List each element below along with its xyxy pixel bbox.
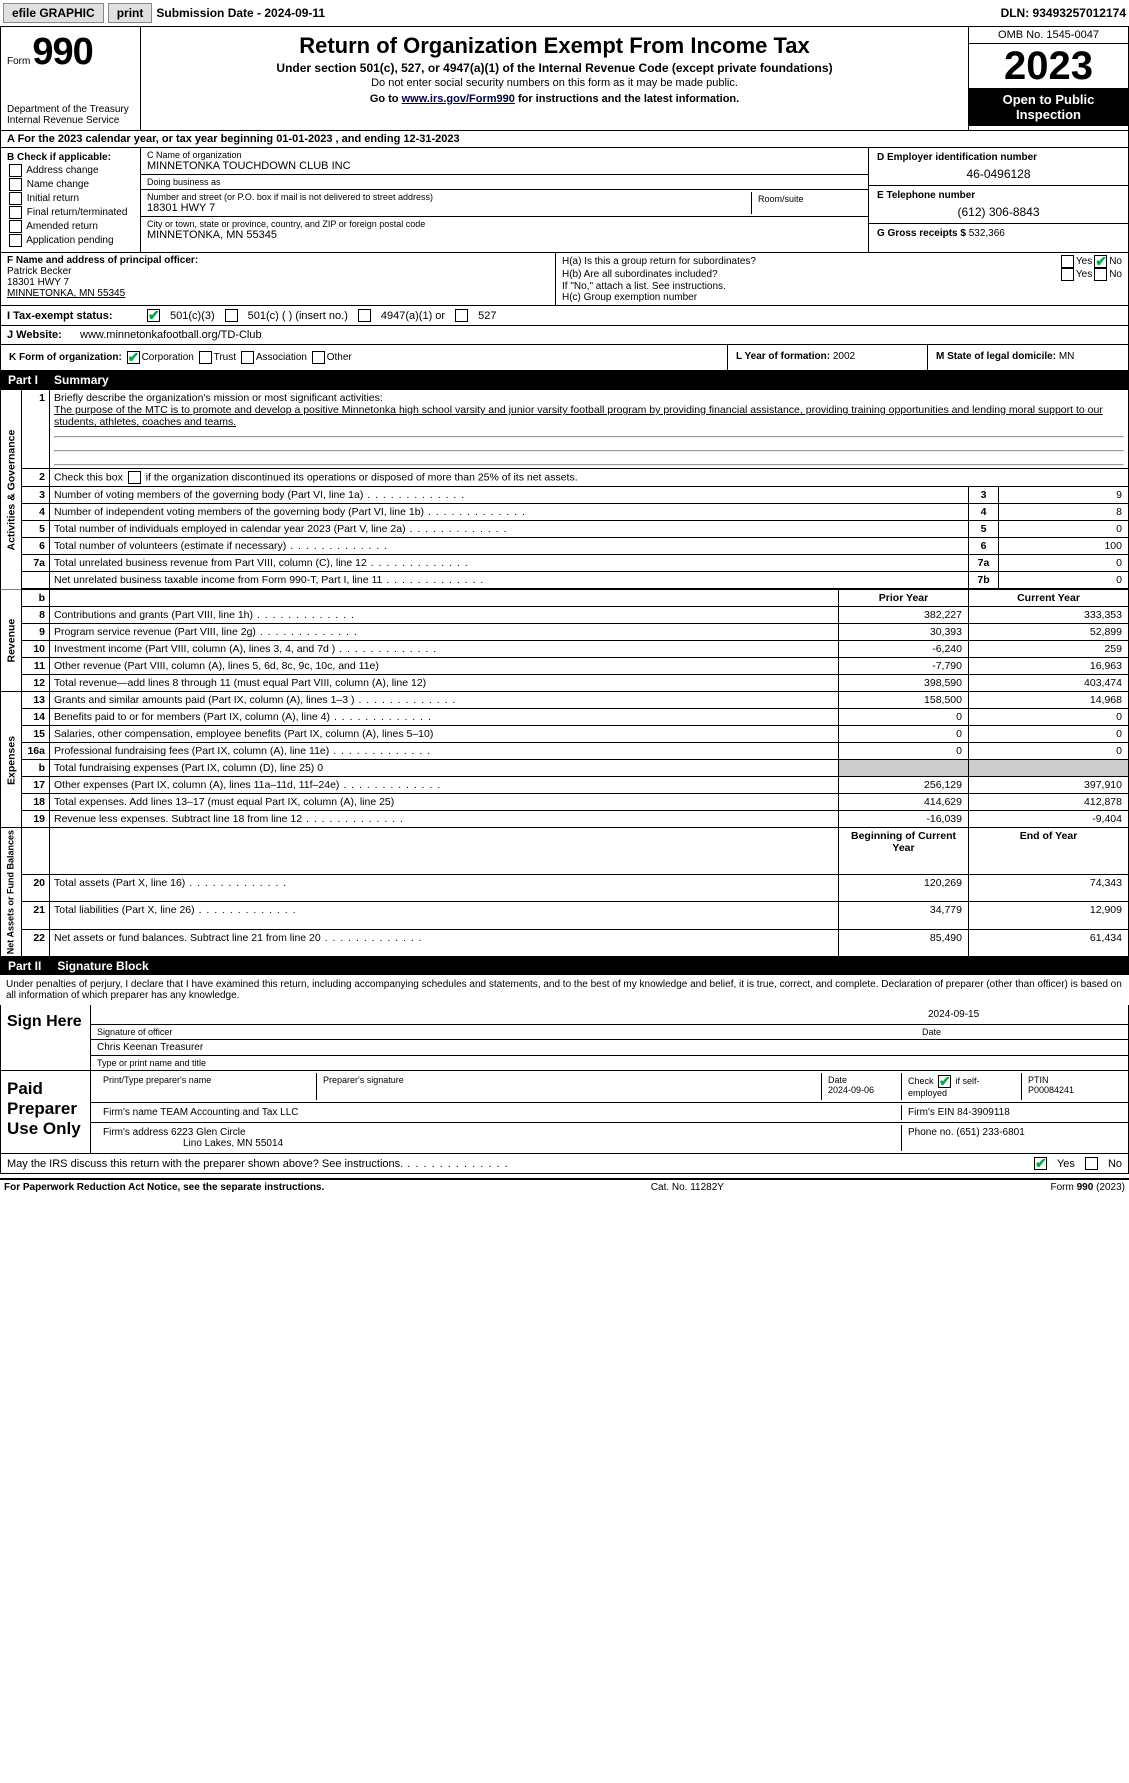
sign-here-label: Sign Here: [1, 1005, 91, 1070]
year-formation: L Year of formation: 2002: [728, 345, 928, 370]
chk-trust[interactable]: [199, 351, 212, 364]
vlabel-expenses: Expenses: [1, 692, 22, 828]
chk-4947[interactable]: [358, 309, 371, 322]
chk-501c3[interactable]: [147, 309, 160, 322]
chk-discontinued[interactable]: [128, 471, 141, 484]
form-subtitle-1: Under section 501(c), 527, or 4947(a)(1)…: [151, 61, 958, 75]
ein-box: D Employer identification number 46-0496…: [869, 148, 1128, 186]
top-toolbar: efile GRAPHIC print Submission Date - 20…: [0, 0, 1129, 26]
row-a-tax-year: A For the 2023 calendar year, or tax yea…: [0, 131, 1129, 148]
may-irs-yes[interactable]: [1034, 1157, 1047, 1170]
efile-button[interactable]: efile GRAPHIC: [3, 3, 104, 23]
val-7b: 0: [999, 572, 1129, 590]
part-1-header: Part I Summary: [0, 371, 1129, 389]
may-irs-discuss: May the IRS discuss this return with the…: [0, 1154, 1129, 1174]
ha-yes[interactable]: [1061, 255, 1074, 268]
page-footer: For Paperwork Reduction Act Notice, see …: [0, 1178, 1129, 1195]
mission-text: The purpose of the MTC is to promote and…: [54, 404, 1103, 428]
paid-preparer-label: Paid Preparer Use Only: [1, 1071, 91, 1153]
street-box: Number and street (or P.O. box if mail i…: [141, 190, 868, 217]
form-title: Return of Organization Exempt From Incom…: [151, 33, 958, 59]
part-2-header: Part II Signature Block: [0, 957, 1129, 975]
may-irs-no[interactable]: [1085, 1157, 1098, 1170]
street-address: 18301 HWY 7: [147, 202, 751, 214]
form-word: Form: [7, 56, 30, 67]
chk-assoc[interactable]: [241, 351, 254, 364]
chk-self-employed[interactable]: [938, 1075, 951, 1088]
chk-501c[interactable]: [225, 309, 238, 322]
omb-number: OMB No. 1545-0047: [969, 27, 1128, 44]
val-4: 8: [999, 504, 1129, 521]
dept-treasury: Department of the Treasury: [7, 104, 134, 115]
form-number: 990: [32, 31, 92, 74]
val-5: 0: [999, 521, 1129, 538]
form-header: Form 990 Department of the Treasury Inte…: [0, 26, 1129, 131]
irs-label: Internal Revenue Service: [7, 115, 134, 126]
ein-value: 46-0496128: [877, 167, 1120, 181]
phone-box: E Telephone number (612) 306-8843: [869, 186, 1128, 224]
ha-no[interactable]: [1094, 255, 1107, 268]
chk-name-change[interactable]: Name change: [7, 178, 134, 191]
val-3: 9: [999, 487, 1129, 504]
print-button[interactable]: print: [108, 3, 153, 23]
signature-block: Sign Here 2024-09-15 Signature of office…: [0, 1005, 1129, 1071]
hb-yes[interactable]: [1061, 268, 1074, 281]
hb-no[interactable]: [1094, 268, 1107, 281]
row-i-tax-exempt: I Tax-exempt status: 501(c)(3) 501(c) ( …: [0, 306, 1129, 326]
chk-527[interactable]: [455, 309, 468, 322]
chk-application-pending[interactable]: Application pending: [7, 234, 134, 247]
form-subtitle-3: Go to www.irs.gov/Form990 for instructio…: [151, 93, 958, 105]
phone-value: (612) 306-8843: [877, 205, 1120, 219]
irs-link[interactable]: www.irs.gov/Form990: [402, 93, 515, 105]
open-to-public: Open to Public Inspection: [969, 88, 1128, 126]
principal-officer: F Name and address of principal officer:…: [1, 253, 556, 305]
dba-box: Doing business as: [141, 175, 868, 190]
dln-label: DLN: 93493257012174: [1001, 6, 1126, 20]
col-b-header: B Check if applicable:: [7, 152, 134, 163]
row-k-l-m: K Form of organization: Corporation Trus…: [0, 345, 1129, 371]
chk-amended-return[interactable]: Amended return: [7, 220, 134, 233]
vlabel-netassets: Net Assets or Fund Balances: [1, 828, 22, 957]
val-7a: 0: [999, 555, 1129, 572]
val-6: 100: [999, 538, 1129, 555]
group-return: H(a) Is this a group return for subordin…: [556, 253, 1128, 305]
summary-table: Activities & Governance 1 Briefly descri…: [0, 389, 1129, 957]
chk-address-change[interactable]: Address change: [7, 164, 134, 177]
vlabel-revenue: Revenue: [1, 589, 22, 692]
org-name: MINNETONKA TOUCHDOWN CLUB INC: [147, 160, 862, 172]
org-name-box: C Name of organization MINNETONKA TOUCHD…: [141, 148, 868, 175]
chk-corp[interactable]: [127, 351, 140, 364]
submission-date: Submission Date - 2024-09-11: [156, 6, 325, 20]
tax-year: 2023: [969, 44, 1128, 88]
chk-other[interactable]: [312, 351, 325, 364]
gross-receipts-value: 532,366: [969, 228, 1005, 239]
row-f-h: F Name and address of principal officer:…: [0, 253, 1129, 306]
paid-preparer-block: Paid Preparer Use Only Print/Type prepar…: [0, 1071, 1129, 1154]
city-state-zip: MINNETONKA, MN 55345: [147, 229, 862, 241]
row-j-website: J Website: www.minnetonkafootball.org/TD…: [0, 326, 1129, 345]
website-value[interactable]: www.minnetonkafootball.org/TD-Club: [80, 329, 262, 341]
header-grid: B Check if applicable: Address change Na…: [0, 148, 1129, 253]
chk-final-return[interactable]: Final return/terminated: [7, 206, 134, 219]
perjury-text: Under penalties of perjury, I declare th…: [0, 975, 1129, 1005]
form-of-org: K Form of organization: Corporation Trus…: [1, 345, 728, 370]
city-box: City or town, state or province, country…: [141, 217, 868, 243]
gross-receipts-box: G Gross receipts $ 532,366: [869, 224, 1128, 243]
state-domicile: M State of legal domicile: MN: [928, 345, 1128, 370]
chk-initial-return[interactable]: Initial return: [7, 192, 134, 205]
form-subtitle-2: Do not enter social security numbers on …: [151, 77, 958, 89]
col-b-checkboxes: B Check if applicable: Address change Na…: [1, 148, 141, 252]
vlabel-activities: Activities & Governance: [1, 390, 22, 590]
